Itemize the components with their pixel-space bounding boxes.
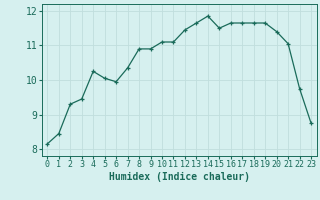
X-axis label: Humidex (Indice chaleur): Humidex (Indice chaleur) <box>109 172 250 182</box>
